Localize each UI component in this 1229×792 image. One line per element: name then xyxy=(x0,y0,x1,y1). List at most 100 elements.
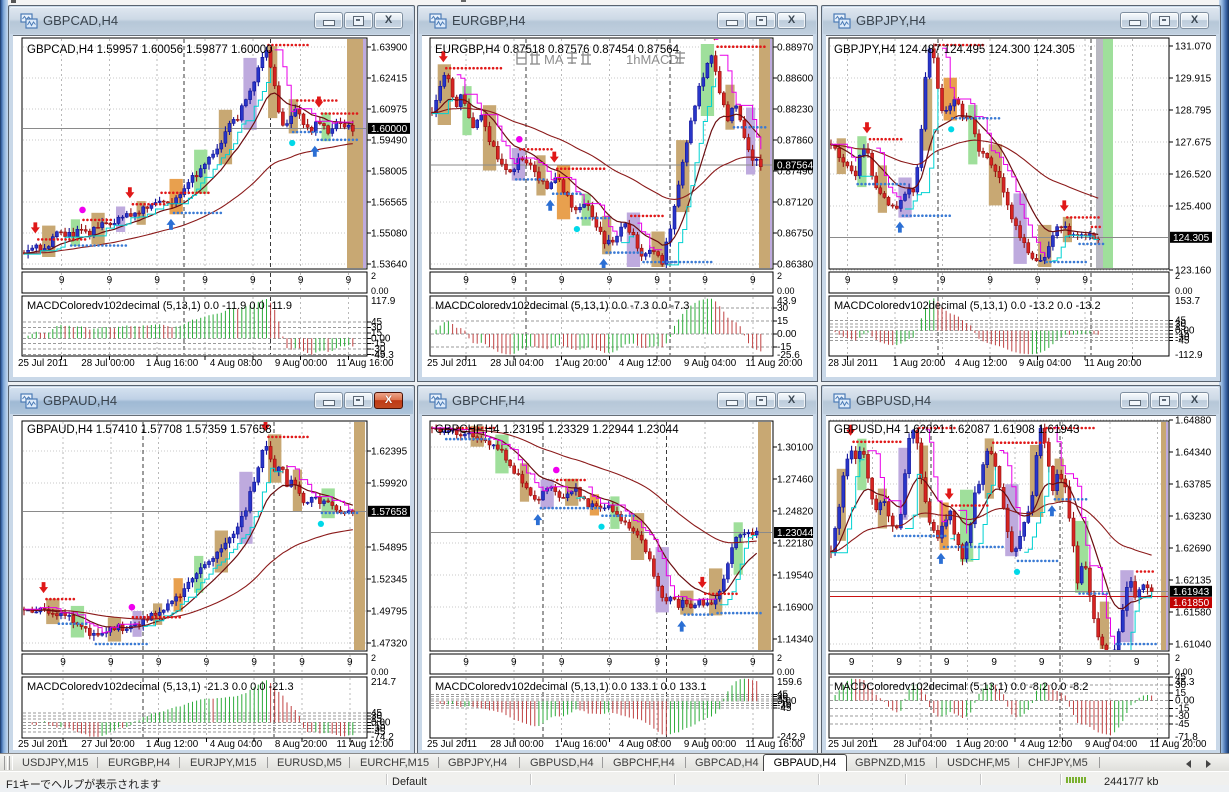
svg-text:0.00: 0.00 xyxy=(777,329,797,340)
svg-text:1 Aug 12:00: 1 Aug 12:00 xyxy=(146,739,199,750)
svg-text:153.7: 153.7 xyxy=(1175,296,1200,307)
svg-text:1.27460: 1.27460 xyxy=(777,475,813,486)
svg-text:9: 9 xyxy=(892,275,898,286)
svg-text:0.88970: 0.88970 xyxy=(777,43,813,54)
svg-text:45: 45 xyxy=(1175,316,1187,327)
svg-text:1.19540: 1.19540 xyxy=(777,571,813,582)
svg-text:4 Aug 12:00: 4 Aug 12:00 xyxy=(619,358,672,369)
svg-text:GBPUSD,H4 1.62021 1.62087 1.6: GBPUSD,H4 1.62021 1.62087 1.61908 1.6194… xyxy=(834,424,1080,436)
svg-text:28 Jul 00:00: 28 Jul 00:00 xyxy=(490,739,544,750)
svg-text:2: 2 xyxy=(371,653,376,663)
svg-text:30: 30 xyxy=(777,692,789,703)
svg-text:EURGBP,H4 0.87518 0.87576 0.8: EURGBP,H4 0.87518 0.87576 0.87454 0.8756… xyxy=(435,44,680,56)
svg-text:1.60975: 1.60975 xyxy=(371,105,408,116)
svg-text:27 Jul 20:00: 27 Jul 20:00 xyxy=(81,739,135,750)
svg-text:2: 2 xyxy=(1175,653,1180,663)
svg-text:GBPCHF,H4 1.23195 1.23329 1.2: GBPCHF,H4 1.23195 1.23329 1.22944 1.2304… xyxy=(435,424,679,436)
svg-text:9: 9 xyxy=(298,275,304,286)
svg-text:0.00: 0.00 xyxy=(1175,286,1193,296)
svg-text:8 Aug 20:00: 8 Aug 20:00 xyxy=(275,739,328,750)
svg-text:4 Aug 08:00: 4 Aug 08:00 xyxy=(619,739,672,750)
svg-text:45: 45 xyxy=(371,708,383,719)
svg-text:9: 9 xyxy=(702,657,708,668)
svg-text:-15: -15 xyxy=(777,342,792,353)
svg-text:9 Aug 04:00: 9 Aug 04:00 xyxy=(684,358,737,369)
svg-text:1.63785: 1.63785 xyxy=(1175,480,1212,491)
svg-text:1 Aug 20:00: 1 Aug 20:00 xyxy=(555,358,608,369)
svg-text:-45: -45 xyxy=(1175,336,1190,347)
svg-text:1.63230: 1.63230 xyxy=(1175,512,1212,523)
svg-text:30: 30 xyxy=(1175,319,1187,330)
svg-text:30: 30 xyxy=(777,303,789,314)
svg-text:0.00: 0.00 xyxy=(371,333,391,344)
svg-text:4 Aug 12:00: 4 Aug 12:00 xyxy=(1020,739,1073,750)
svg-text:11 Aug 12:00: 11 Aug 12:00 xyxy=(336,739,394,750)
svg-text:0.00: 0.00 xyxy=(371,667,389,677)
svg-text:127.675: 127.675 xyxy=(1175,138,1212,149)
svg-text:28 Jul 04:00: 28 Jul 04:00 xyxy=(893,739,947,750)
svg-text:-30: -30 xyxy=(777,701,792,712)
svg-text:-74.2: -74.2 xyxy=(371,732,394,743)
svg-text:0.00: 0.00 xyxy=(371,717,391,728)
svg-text:9: 9 xyxy=(299,657,305,668)
svg-text:0.87564: 0.87564 xyxy=(777,160,813,171)
svg-text:123.160: 123.160 xyxy=(1175,266,1212,277)
svg-text:9: 9 xyxy=(250,275,256,286)
svg-text:-30: -30 xyxy=(371,724,386,735)
svg-text:131.070: 131.070 xyxy=(1175,42,1212,53)
svg-text:0.00: 0.00 xyxy=(1175,326,1195,337)
svg-text:9: 9 xyxy=(702,275,708,286)
svg-text:1.14340: 1.14340 xyxy=(777,635,813,646)
svg-text:1.62395: 1.62395 xyxy=(371,447,408,458)
svg-text:1.53640: 1.53640 xyxy=(371,260,408,271)
svg-text:9: 9 xyxy=(845,275,851,286)
svg-text:1.23044: 1.23044 xyxy=(777,528,813,539)
svg-text:-45: -45 xyxy=(371,350,386,361)
svg-text:1.55080: 1.55080 xyxy=(371,229,408,240)
svg-text:9: 9 xyxy=(1082,275,1088,286)
svg-text:1 Aug 16:00: 1 Aug 16:00 xyxy=(146,358,199,369)
svg-text:15: 15 xyxy=(371,328,383,339)
svg-text:1.64340: 1.64340 xyxy=(1175,448,1212,459)
svg-text:9: 9 xyxy=(1039,657,1045,668)
svg-text:9: 9 xyxy=(1086,657,1092,668)
svg-text:1 Aug 16:00: 1 Aug 16:00 xyxy=(555,739,608,750)
svg-text:-30: -30 xyxy=(1175,332,1190,343)
svg-text:0.88600: 0.88600 xyxy=(777,74,813,85)
svg-text:9: 9 xyxy=(108,657,114,668)
svg-text:9 Aug 04:00: 9 Aug 04:00 xyxy=(1019,358,1072,369)
svg-text:0.87860: 0.87860 xyxy=(777,136,813,147)
svg-text:-15: -15 xyxy=(371,721,386,732)
svg-text:GBPAUD,H4 1.57410 1.57708 1.5: GBPAUD,H4 1.57410 1.57708 1.57359 1.5765… xyxy=(27,424,272,436)
svg-text:GBPCAD,H4 1.59957 1.60056 1.5: GBPCAD,H4 1.59957 1.60056 1.59877 1.6000… xyxy=(27,44,273,56)
svg-text:126.520: 126.520 xyxy=(1175,170,1212,181)
svg-text:128.795: 128.795 xyxy=(1175,106,1212,117)
svg-text:MACDColoredv102decimal (5,13,1: MACDColoredv102decimal (5,13,1) 0.0 -13.… xyxy=(834,300,1101,312)
svg-text:9: 9 xyxy=(607,275,613,286)
svg-text:-25.6: -25.6 xyxy=(777,350,800,361)
svg-text:1.61943: 1.61943 xyxy=(1173,587,1210,598)
svg-text:1.62415: 1.62415 xyxy=(371,74,408,85)
svg-text:1.62135: 1.62135 xyxy=(1175,576,1212,587)
svg-text:1.61580: 1.61580 xyxy=(1175,608,1212,619)
svg-text:15: 15 xyxy=(1175,688,1187,699)
svg-text:-45: -45 xyxy=(1175,719,1190,730)
svg-text:9: 9 xyxy=(154,275,160,286)
svg-text:1.59490: 1.59490 xyxy=(371,136,408,147)
svg-text:9: 9 xyxy=(944,657,950,668)
svg-text:45: 45 xyxy=(1175,672,1187,683)
svg-text:9: 9 xyxy=(654,657,660,668)
svg-text:1.54895: 1.54895 xyxy=(371,543,408,554)
svg-text:25 Jul 2011: 25 Jul 2011 xyxy=(427,739,477,750)
svg-text:15: 15 xyxy=(777,316,789,327)
svg-text:MACDColoredv102decimal (5,13,1: MACDColoredv102decimal (5,13,1) -21.3 0.… xyxy=(27,681,294,693)
svg-text:1.47320: 1.47320 xyxy=(371,639,408,650)
svg-text:28 Jul 04:00: 28 Jul 04:00 xyxy=(490,358,544,369)
svg-text:9: 9 xyxy=(750,657,756,668)
svg-text:25 Jul 2011: 25 Jul 2011 xyxy=(18,358,68,369)
svg-text:9: 9 xyxy=(654,275,660,286)
svg-text:1.52345: 1.52345 xyxy=(371,575,408,586)
svg-text:MACDColoredv102decimal (5,13,1: MACDColoredv102decimal (5,13,1) 0.0 133.… xyxy=(435,681,707,693)
svg-text:-112.9: -112.9 xyxy=(1175,350,1203,361)
svg-text:45.3: 45.3 xyxy=(1175,677,1195,688)
